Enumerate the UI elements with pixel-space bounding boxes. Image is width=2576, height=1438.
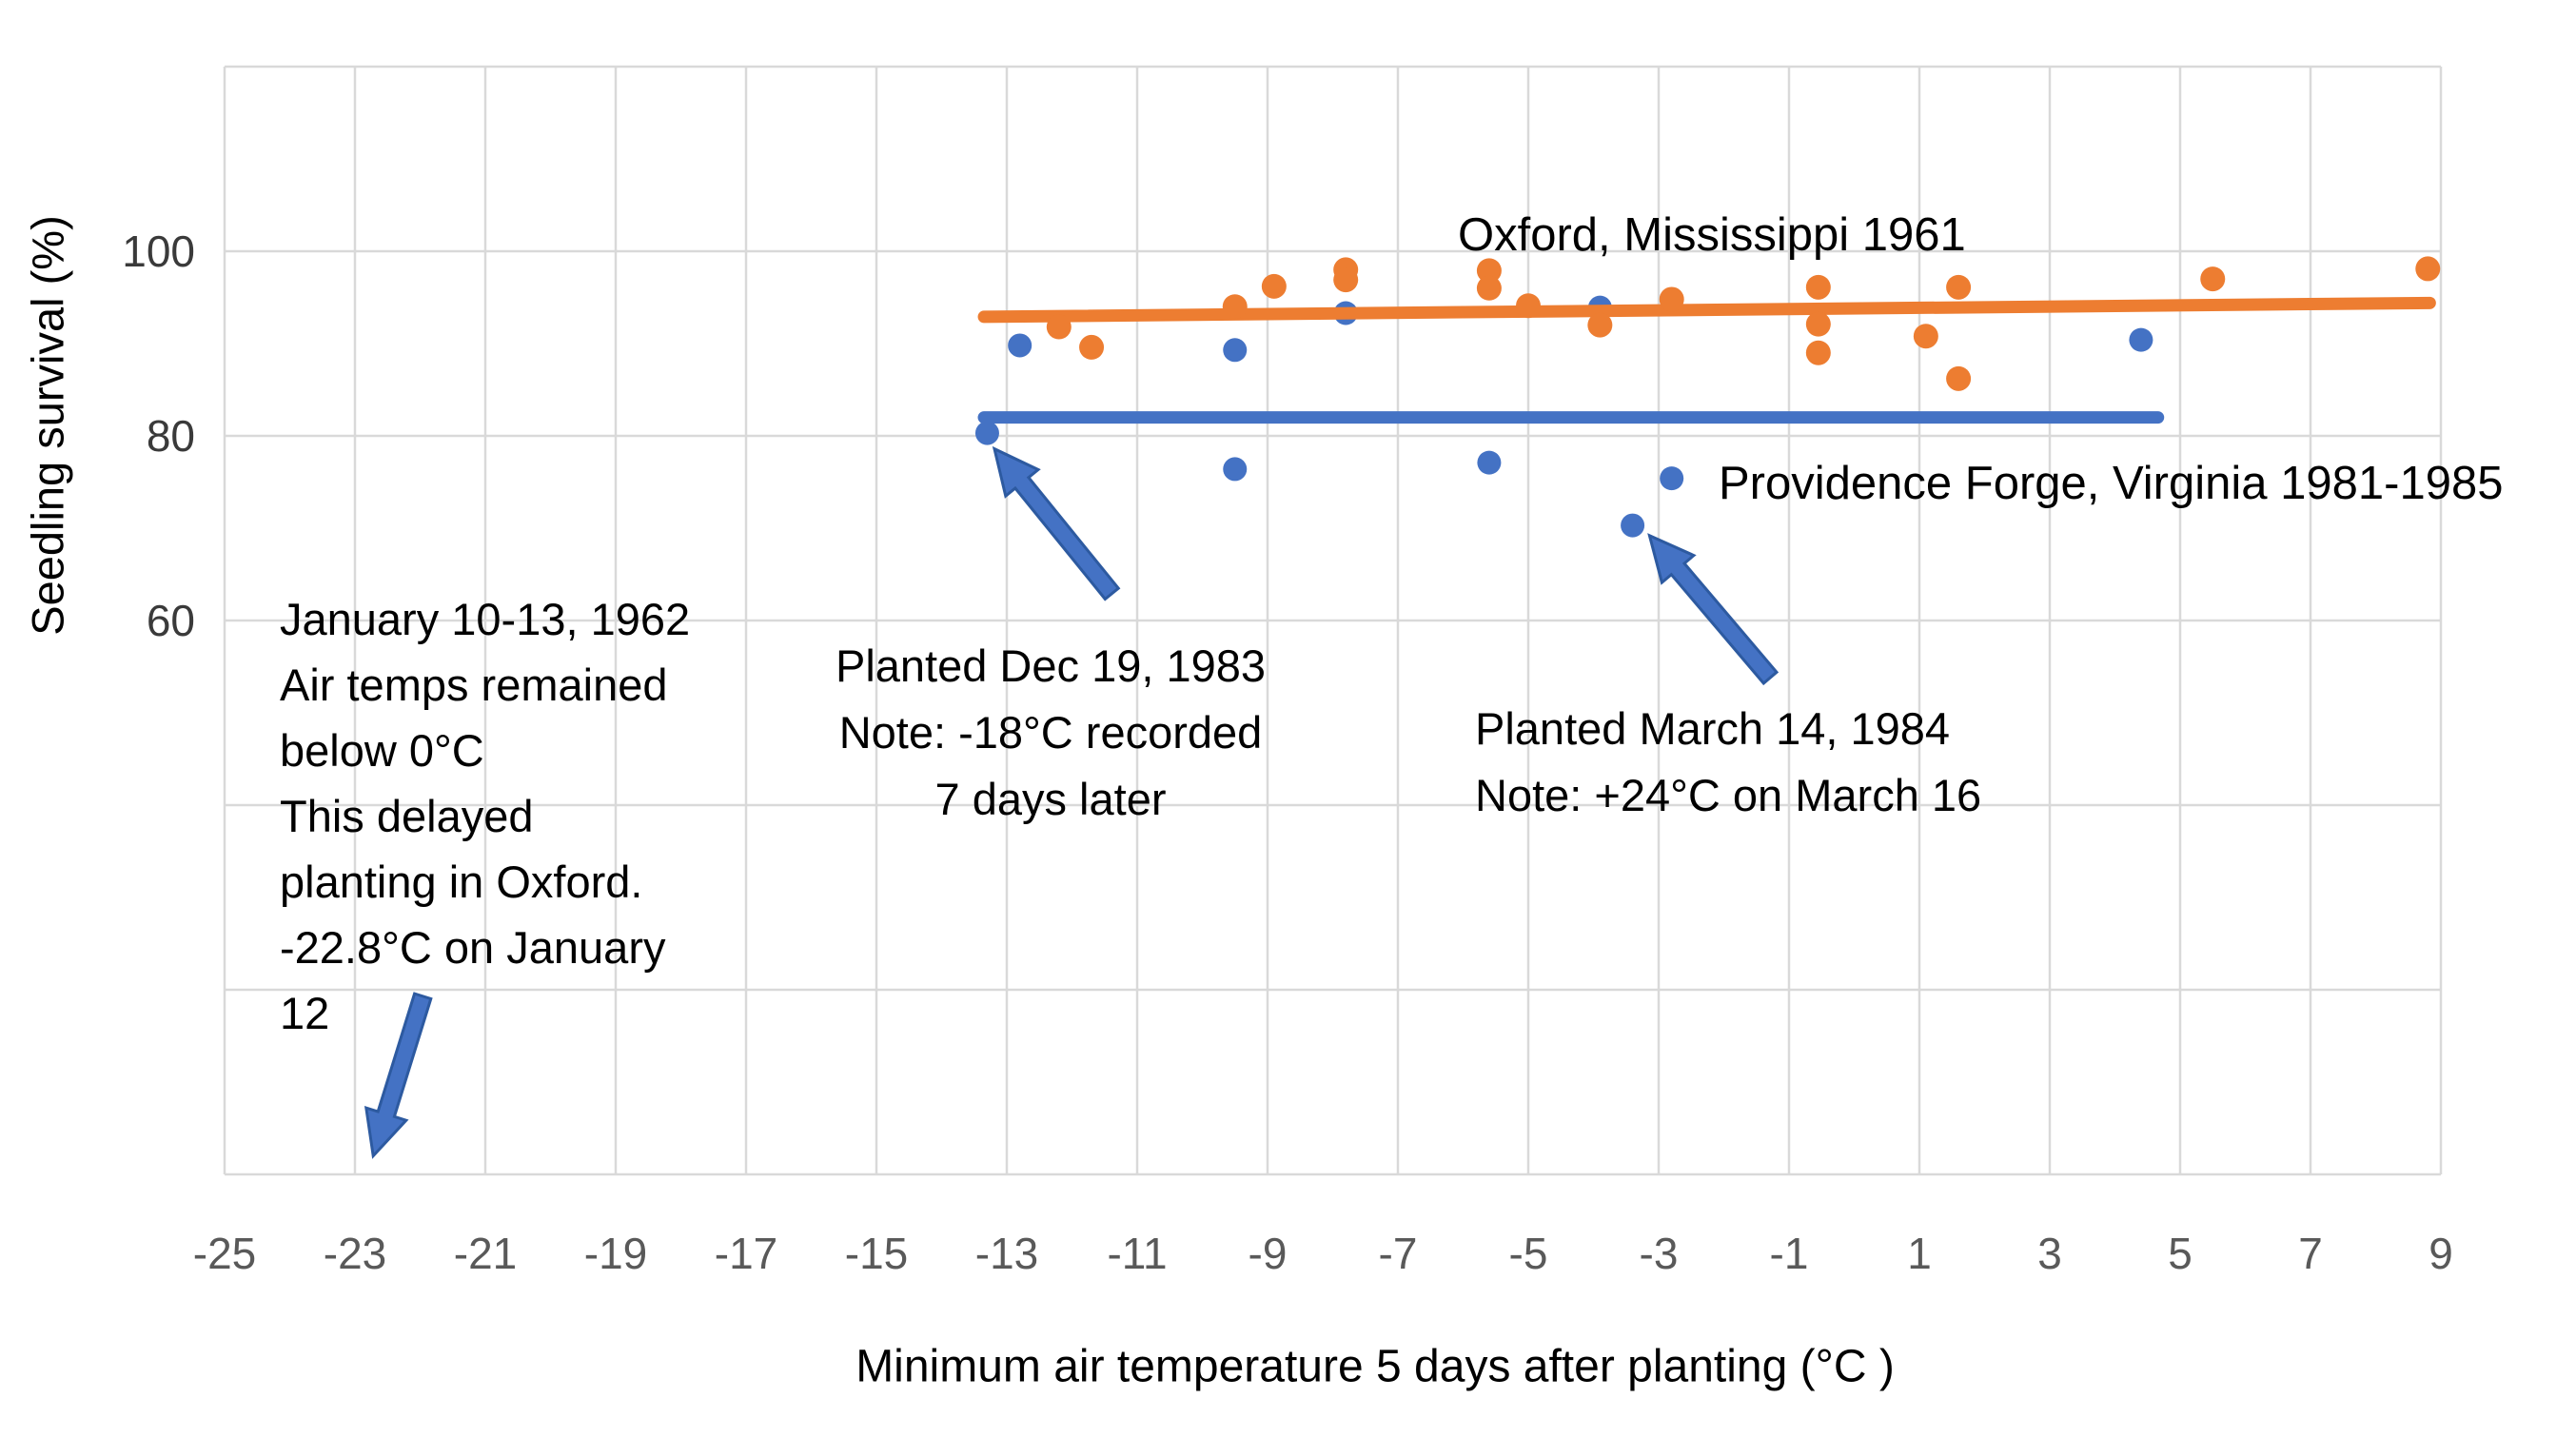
providence-data-point — [2129, 327, 2153, 352]
oxford-data-point — [1333, 267, 1359, 293]
annotation-planted-march-14: Planted March 14, 1984 Note: +24°C on Ma… — [1475, 703, 1982, 820]
annotation-arrow — [364, 992, 433, 1159]
oxford-data-point — [1516, 293, 1541, 319]
oxford-data-point — [1805, 311, 1831, 337]
oxford-data-point — [1946, 274, 1972, 300]
x-tick-label: -15 — [844, 1229, 909, 1278]
x-tick-label: -5 — [1508, 1229, 1548, 1278]
providence-data-point — [1223, 457, 1248, 482]
x-tick-label: 5 — [2168, 1229, 2193, 1278]
x-tick-label: -23 — [323, 1229, 387, 1278]
oxford-data-point — [1946, 365, 1972, 391]
providence-data-point — [974, 421, 999, 445]
annotation-planted-dec-19: Planted Dec 19, 1983 Note: -18°C recorde… — [835, 640, 1267, 824]
x-tick-label: -17 — [714, 1229, 778, 1278]
x-tick-label: -19 — [583, 1229, 648, 1278]
x-tick-label: -25 — [192, 1229, 257, 1278]
y-tick-label: 80 — [146, 411, 195, 461]
providence-data-point — [1621, 513, 1645, 538]
oxford-data-point — [1587, 312, 1613, 338]
oxford-data-point — [1261, 273, 1287, 299]
series-label-oxford: Oxford, Mississippi 1961 — [1458, 209, 1966, 261]
x-tick-label: -11 — [1107, 1229, 1168, 1278]
oxford-data-point — [1079, 334, 1105, 360]
providence-data-point — [1660, 466, 1684, 491]
annotation-arrow — [1647, 533, 1780, 686]
providence-data-point — [1223, 338, 1248, 363]
providence-data-point — [1477, 450, 1502, 475]
x-tick-label: 1 — [1907, 1229, 1932, 1278]
oxford-data-point — [1046, 314, 1072, 340]
oxford-data-point — [1476, 258, 1502, 284]
x-tick-label: -3 — [1639, 1229, 1679, 1278]
x-tick-label: -9 — [1248, 1229, 1288, 1278]
y-tick-label: 100 — [122, 227, 195, 276]
series-label-providence: Providence Forge, Virginia 1981-1985 — [1719, 458, 2504, 509]
x-tick-label: -21 — [453, 1229, 518, 1278]
x-axis-title: Minimum air temperature 5 days after pla… — [855, 1341, 1895, 1392]
oxford-data-point — [1913, 324, 1938, 349]
x-tick-label: 3 — [2037, 1229, 2062, 1278]
x-tick-label: -1 — [1769, 1229, 1809, 1278]
annotation-arrow — [992, 445, 1121, 601]
oxford-trend-line — [977, 296, 2436, 324]
y-tick-label: 60 — [146, 596, 195, 645]
oxford-data-point — [1222, 294, 1248, 320]
oxford-data-point — [1476, 275, 1502, 301]
oxford-data-point — [1805, 274, 1831, 300]
oxford-data-point — [1805, 340, 1831, 365]
oxford-data-point — [2200, 266, 2226, 292]
x-tick-label: 9 — [2429, 1229, 2453, 1278]
x-tick-label: 7 — [2298, 1229, 2323, 1278]
oxford-data-point — [2415, 256, 2441, 282]
x-tick-label: -13 — [974, 1229, 1039, 1278]
x-tick-label: -7 — [1378, 1229, 1418, 1278]
providence-data-point — [1008, 333, 1032, 358]
annotation-january-freeze: January 10-13, 1962 Air temps remained b… — [280, 594, 691, 1038]
oxford-data-point — [1659, 286, 1684, 312]
